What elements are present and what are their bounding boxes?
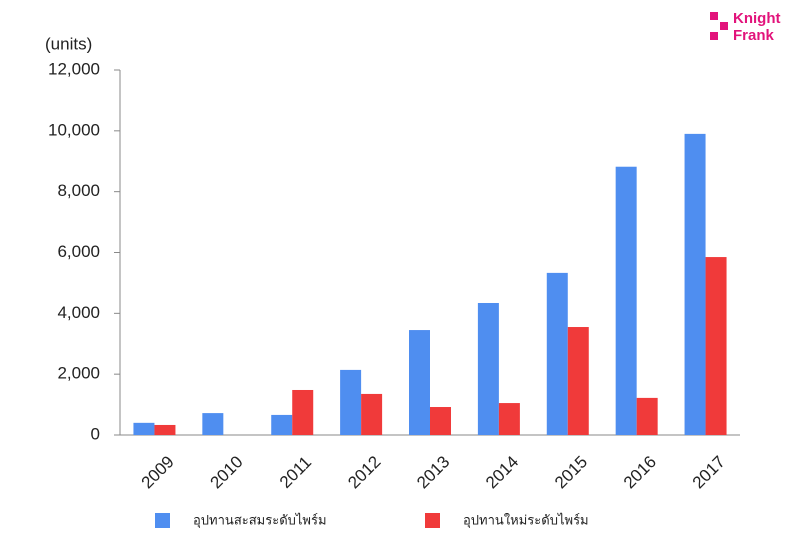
bar <box>430 407 451 435</box>
legend-swatch <box>425 513 440 528</box>
logo-text: Frank <box>733 27 775 44</box>
y-tick-label: 12,000 <box>48 59 100 78</box>
y-tick-label: 6,000 <box>57 242 100 261</box>
bar <box>340 369 362 435</box>
x-tick-label: 2015 <box>551 452 591 492</box>
logo-mark <box>710 32 718 40</box>
y-axis-label: (units) <box>45 34 92 53</box>
legend-label: อุปทานสะสมระดับไพร์ม <box>193 512 327 528</box>
logo-text: Knight <box>733 10 780 27</box>
x-tick-label: 2012 <box>344 452 384 492</box>
legend-swatch <box>155 513 170 528</box>
bar <box>271 414 293 435</box>
y-tick-label: 4,000 <box>57 303 100 322</box>
logo-mark <box>720 22 728 30</box>
y-tick-label: 2,000 <box>57 364 100 383</box>
bar <box>477 302 499 435</box>
x-tick-label: 2011 <box>276 453 315 492</box>
bar <box>133 422 155 435</box>
y-tick-label: 8,000 <box>57 181 100 200</box>
bar <box>292 389 314 435</box>
bar <box>705 257 727 435</box>
bar <box>361 393 383 435</box>
x-tick-label: 2014 <box>482 452 522 492</box>
bar <box>684 133 706 435</box>
x-tick-label: 2010 <box>207 452 247 492</box>
x-tick-label: 2013 <box>413 452 453 492</box>
bar <box>567 327 589 435</box>
y-tick-label: 0 <box>91 424 100 443</box>
logo-mark <box>710 12 718 20</box>
bar <box>546 272 568 435</box>
y-tick-label: 10,000 <box>48 120 100 139</box>
x-tick-label: 2016 <box>620 452 660 492</box>
legend-label: อุปทานใหม่ระดับไพร์ม <box>463 512 589 528</box>
bar <box>498 403 520 435</box>
bar <box>409 330 430 435</box>
logo: Knight Frank <box>710 10 780 44</box>
bar <box>154 424 176 435</box>
bar <box>202 413 224 435</box>
bar <box>636 397 658 435</box>
x-tick-label: 2009 <box>138 452 178 492</box>
bar <box>615 166 637 435</box>
x-tick-label: 2017 <box>689 452 729 492</box>
